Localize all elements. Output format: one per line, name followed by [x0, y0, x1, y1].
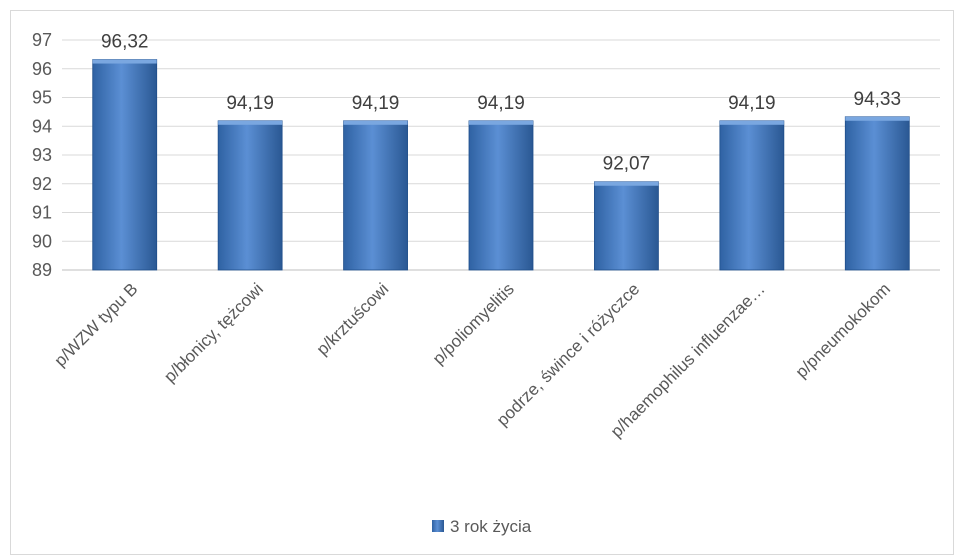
y-tick-label: 95 — [32, 88, 52, 108]
data-label: 92,07 — [603, 154, 651, 175]
bar — [468, 120, 534, 271]
bars — [92, 59, 910, 271]
category-label: p/krztuścowi — [313, 279, 393, 359]
bar — [92, 59, 158, 271]
bar — [719, 120, 785, 271]
legend-swatch — [432, 520, 444, 532]
bar — [343, 120, 408, 271]
category-label: p/błonicy, tężcowi — [160, 279, 267, 386]
bar-highlight — [343, 120, 408, 125]
category-label: p/poliomyelitis — [429, 279, 518, 368]
data-label: 94,19 — [728, 93, 776, 114]
data-label: 94,33 — [854, 89, 902, 110]
bar-highlight — [218, 120, 283, 125]
data-label: 94,19 — [477, 93, 525, 114]
bar — [217, 120, 283, 271]
data-label: 94,19 — [352, 93, 400, 114]
bar-highlight — [92, 59, 157, 64]
y-tick-label: 90 — [32, 231, 52, 251]
y-tick-label: 91 — [32, 203, 52, 223]
y-tick-label: 94 — [32, 116, 52, 136]
bar-highlight — [469, 120, 533, 125]
chart-frame — [10, 10, 954, 555]
legend-label: 3 rok życia — [450, 517, 532, 536]
category-label: p/pneumokokom — [792, 279, 894, 381]
legend: 3 rok życia — [432, 517, 532, 536]
bar-highlight — [719, 120, 784, 125]
category-label: p/WZW typu B — [51, 279, 142, 370]
bar — [844, 116, 910, 271]
bar-highlight — [845, 116, 910, 121]
data-label: 94,19 — [226, 93, 274, 114]
y-tick-label: 93 — [32, 145, 52, 165]
y-tick-label: 89 — [32, 260, 52, 280]
data-label: 96,32 — [101, 32, 149, 53]
data-labels: 96,32 94,19 94,19 94,19 92,07 94,19 94,33 — [101, 32, 901, 175]
y-tick-label: 96 — [32, 59, 52, 79]
bar — [594, 181, 659, 271]
bar-highlight — [594, 181, 659, 186]
y-tick-label: 97 — [32, 30, 52, 50]
y-tick-label: 92 — [32, 174, 52, 194]
y-axis-ticks: 89 90 91 92 93 94 95 96 97 — [32, 30, 52, 280]
category-label: podrze, śwince i różyczce — [493, 279, 643, 429]
